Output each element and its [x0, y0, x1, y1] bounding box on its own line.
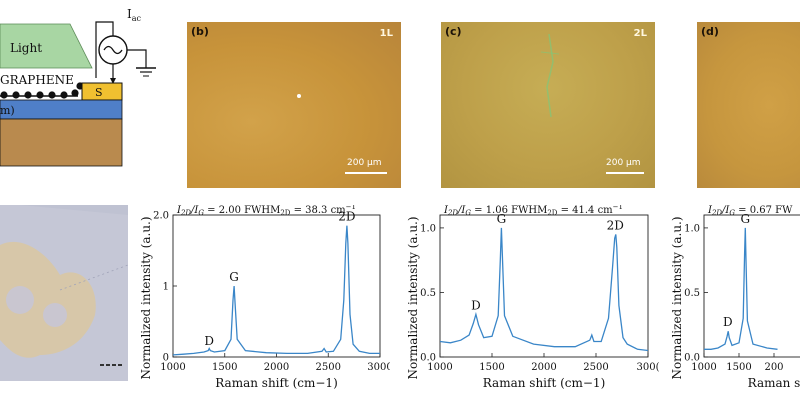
raman-spectrum-line	[173, 225, 380, 356]
y-tick-label: 1.0	[684, 223, 700, 234]
panel-tag-b: (b)	[191, 25, 209, 38]
x-axis-label: Raman s	[748, 376, 800, 390]
scale-text-b: 200 µm	[347, 158, 382, 168]
current-label: Iac	[127, 7, 142, 23]
peak-label-G: G	[497, 212, 507, 226]
raman-chart-1L: I2D/IG = 2.00 FWHM2D = 38.3 cm−1 1000 1500…	[140, 205, 390, 390]
y-tick-label: 0.0	[684, 353, 700, 364]
x-tick-label: 1000	[160, 362, 185, 373]
layer-label-1L: 1L	[379, 28, 393, 39]
peak-label-D: D	[471, 298, 481, 312]
y-axis-label: Normalized intensity (a.u.)	[670, 216, 684, 379]
micrograph-2L: (c) 2L 200 µm	[441, 22, 655, 188]
scale-text-c: 200 µm	[606, 158, 641, 168]
chart-annotation: I2D/IG = 1.06 FWHM2D = 41.4 cm−1	[443, 205, 623, 217]
electrode-label: S	[95, 86, 103, 99]
scale-bar-c	[606, 172, 644, 174]
y-tick-label: 0.5	[420, 288, 436, 299]
x-tick-label: 2500	[583, 362, 608, 373]
raman-spectrum-line	[704, 227, 778, 350]
plot-frame	[703, 214, 800, 358]
ground-icon	[136, 67, 156, 77]
x-tick-label: 1000	[691, 362, 716, 373]
peak-label-2D: 2D	[338, 210, 355, 224]
peak-label-G: G	[741, 212, 751, 226]
y-axis-label: Normalized intensity (a.u.)	[140, 216, 153, 379]
y-tick-label: 1	[163, 282, 169, 293]
x-tick-label: 1500	[479, 362, 504, 373]
x-axis-label: Raman shift (cm−1)	[215, 376, 338, 390]
peak-label-D: D	[723, 315, 733, 329]
y-tick-label: 0.0	[420, 353, 436, 364]
panel-tag-d: (d)	[701, 25, 719, 38]
layer-label-2L: 2L	[633, 28, 647, 39]
dust-speck	[297, 94, 301, 98]
x-tick-label: 3000	[367, 362, 390, 373]
peak-label-2D: 2D	[607, 218, 624, 232]
micrograph-1L: (b) 1L 200 µm	[187, 22, 401, 188]
x-tick-label: 300(	[637, 362, 660, 373]
peak-label-G: G	[229, 270, 239, 284]
plot-frame	[439, 214, 649, 358]
peak-label-D: D	[204, 334, 214, 348]
substrate-label: m)	[0, 104, 15, 117]
y-tick-label: 0.5	[684, 288, 700, 299]
light-label: Light	[10, 41, 42, 55]
x-tick-label: 1000	[427, 362, 452, 373]
x-tick-label: 1500	[212, 362, 237, 373]
x-axis-label: Raman shift (cm−1)	[483, 376, 606, 390]
y-tick-label: 0	[163, 353, 169, 364]
sample-region	[0, 241, 96, 358]
optical-image	[0, 205, 128, 381]
y-tick-label: 2.0	[153, 211, 169, 222]
x-tick-label: 2000	[264, 362, 289, 373]
raman-chart-partial: I2D/IG = 0.67 FW 1000 1500 200 0.0 0.5 1.0 Rama…	[670, 205, 800, 390]
chart-annotation: I2D/IG = 2.00 FWHM2D = 38.3 cm−1	[176, 205, 356, 217]
light-beam	[0, 23, 93, 69]
y-axis-label: Normalized intensity (a.u.)	[406, 216, 420, 379]
silicon-layer	[0, 118, 123, 167]
scale-bar-b	[345, 172, 387, 174]
x-tick-label: 200	[764, 362, 783, 373]
graphene-atoms	[0, 82, 84, 99]
x-tick-label: 2000	[531, 362, 556, 373]
x-tick-label: 1500	[726, 362, 751, 373]
raman-spectrum-line	[440, 227, 648, 352]
raman-chart-2L: I2D/IG = 1.06 FWHM2D = 41.4 cm−1 1000 1500…	[406, 205, 660, 390]
panel-tag-c: (c)	[445, 25, 462, 38]
oxide-layer	[0, 99, 123, 120]
wire-left	[95, 21, 114, 78]
wire-right	[127, 49, 147, 68]
device-schematic: Light Iac GRAPHENE S m)	[0, 7, 156, 167]
wrinkle-marks	[540, 33, 560, 118]
micrograph-partial: (d)	[697, 22, 800, 188]
graphene-label: GRAPHENE	[0, 73, 74, 87]
chart-annotation: I2D/IG = 0.67 FW	[707, 205, 793, 217]
y-tick-label: 1.0	[420, 223, 436, 234]
x-tick-label: 2500	[316, 362, 341, 373]
